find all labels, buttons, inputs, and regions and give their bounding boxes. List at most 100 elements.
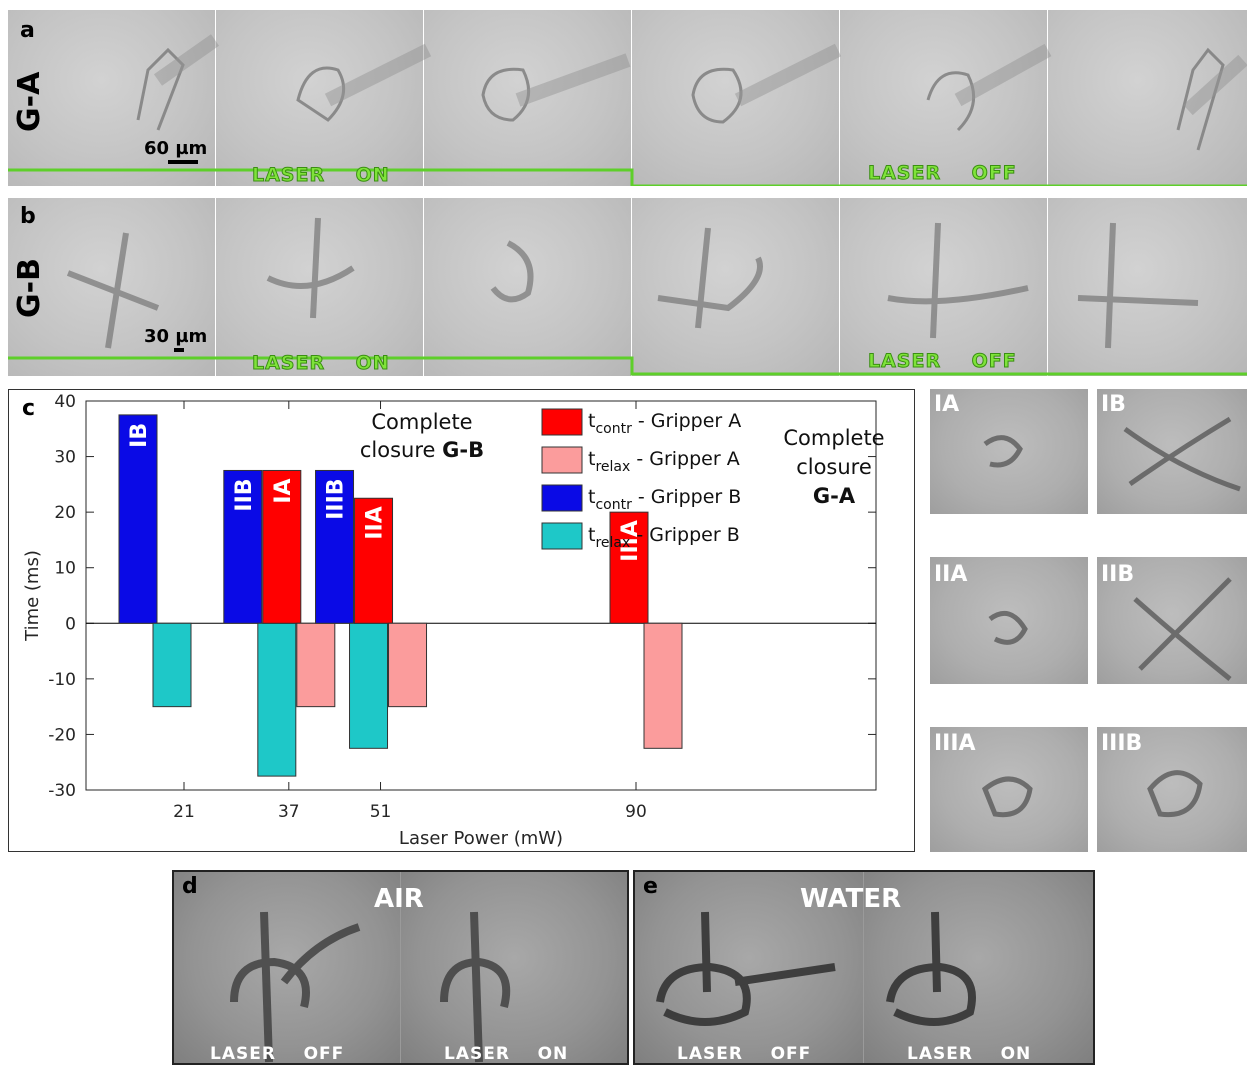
frame-a-1 xyxy=(8,10,215,186)
scale-bar-b xyxy=(174,348,184,352)
bar-contrA-37 xyxy=(262,469,302,624)
scale-bar-a xyxy=(168,160,198,164)
bar-relaxA-51 xyxy=(388,622,428,708)
panel-e-laser-on-label: LASER ON xyxy=(907,1044,1032,1064)
plot-frame xyxy=(85,400,877,791)
thumb-frame-3 xyxy=(930,557,1088,684)
bar-contrB-37 xyxy=(223,469,263,624)
annotation-ga-line3: G-A xyxy=(813,484,856,508)
thumb-label-IB: IB xyxy=(1101,392,1126,417)
bar-label: IIIB xyxy=(324,478,349,519)
annotation-ga-line2: closure xyxy=(796,455,872,479)
panel-d: d AIR LASER OFF LASER ON xyxy=(172,870,629,1065)
legend-sub: relax xyxy=(595,535,630,551)
annotation-gb-bold: G-B xyxy=(442,438,484,462)
laser-signal-line-b xyxy=(8,356,1247,376)
legend-main: t xyxy=(588,410,595,432)
thumb-frame-1 xyxy=(930,389,1088,514)
panel-d-right-frame xyxy=(401,872,627,1063)
bar-label: IIIA xyxy=(618,520,643,562)
laser-on-label-a: LASER ON xyxy=(252,164,390,187)
panel-d-title: AIR xyxy=(374,884,424,914)
bar-contrA-90 xyxy=(609,511,649,624)
gripper-a-drawings xyxy=(136,34,1247,151)
legend-swatch-relaxB xyxy=(541,522,583,550)
panel-e-artwork xyxy=(656,911,976,1026)
panel-d-artwork xyxy=(230,911,511,1063)
x-tick-label: 21 xyxy=(173,802,195,822)
thumb-frame-5 xyxy=(930,727,1088,852)
frame-b-6 xyxy=(1048,198,1247,376)
bar-contrB-21 xyxy=(118,414,158,624)
x-tick-label: 51 xyxy=(370,802,392,822)
y-tick-label: 0 xyxy=(65,614,76,634)
panel-d-laser-off-label: LASER OFF xyxy=(210,1044,345,1064)
x-tick-label: 37 xyxy=(278,802,300,822)
x-axis-label: Laser Power (mW) xyxy=(399,828,563,849)
panel-e-laser-off-label: LASER OFF xyxy=(677,1044,812,1064)
bar-chart: -30 -20 -10 0 10 20 30 40 21 37 51 90 Laser Power (m… xyxy=(22,392,885,849)
bar-relaxB-51 xyxy=(349,622,389,749)
legend-entry-relaxB: trelax - Gripper B xyxy=(588,524,740,551)
panel-b-letter: b xyxy=(20,204,36,229)
laser-signal-line-a xyxy=(8,168,1247,186)
legend-rest: - Gripper B xyxy=(632,486,741,508)
legend-rest: - Gripper A xyxy=(630,448,739,470)
frame-a-2 xyxy=(216,10,423,186)
laser-off-label-b: LASER OFF xyxy=(868,350,1017,373)
y-tick-label: -30 xyxy=(48,781,76,801)
panel-a-side-label: G-A xyxy=(12,71,47,132)
thumb-label-IIA: IIA xyxy=(934,562,968,587)
panel-e-right-frame xyxy=(864,872,1093,1063)
bar-relaxA-37 xyxy=(296,622,336,708)
scale-label-b: 30 µm xyxy=(144,326,208,347)
panel-b-side-label: G-B xyxy=(12,258,47,318)
thumb-label-IIIA: IIIA xyxy=(934,731,976,756)
legend-sub: contr xyxy=(595,497,632,513)
bar-label: IA xyxy=(271,478,296,503)
panel-d-laser-on-label: LASER ON xyxy=(444,1044,569,1064)
legend-rest: - Gripper B xyxy=(630,524,739,546)
legend-entry-contrA: tcontr - Gripper A xyxy=(588,410,741,437)
annotation-ga-line1: Complete xyxy=(783,426,884,450)
thumb-label-IIB: IIB xyxy=(1101,562,1135,587)
panel-b-artwork xyxy=(8,217,1247,376)
x-tick-label: 90 xyxy=(625,802,647,822)
annotation-gb-line1: Complete xyxy=(371,410,472,434)
thumb-frame-2 xyxy=(1097,389,1247,514)
bar-label: IB xyxy=(127,423,152,448)
bar-label: IIA xyxy=(363,506,388,539)
panel-a-letter: a xyxy=(20,18,35,43)
frame-a-5 xyxy=(840,10,1047,186)
thumb-label-IIIB: IIIB xyxy=(1101,731,1143,756)
panel-e-letter: e xyxy=(643,874,658,899)
panel-e-title: WATER xyxy=(800,884,902,914)
legend-sub: relax xyxy=(595,459,630,475)
legend-main: t xyxy=(588,524,595,546)
panel-e: e WATER LASER OFF LASER ON xyxy=(633,870,1095,1065)
legend-main: t xyxy=(588,448,595,470)
y-tick-label: 20 xyxy=(54,503,76,523)
legend-rest: - Gripper A xyxy=(632,410,741,432)
bar-relaxA-90 xyxy=(643,622,683,749)
legend-swatch-contrB xyxy=(541,484,583,512)
thumb-frame-6 xyxy=(1097,727,1247,852)
thumb-frame-4 xyxy=(1097,557,1247,684)
panel-a-artwork xyxy=(8,34,1247,186)
bar-label: IIB xyxy=(232,478,257,511)
laser-on-label-b: LASER ON xyxy=(252,352,390,375)
panel-d-letter: d xyxy=(182,874,198,899)
frame-b-5 xyxy=(840,198,1047,376)
y-tick-label: -20 xyxy=(48,725,76,745)
frame-a-4 xyxy=(632,10,839,186)
y-tick-label: -10 xyxy=(48,670,76,690)
panel-c-box xyxy=(8,389,915,852)
legend-sub: contr xyxy=(595,421,632,437)
frame-b-4 xyxy=(632,198,839,376)
thumbnail-artwork xyxy=(981,416,1241,818)
legend-swatch-contrA xyxy=(541,408,583,436)
panel-c-letter: c xyxy=(22,396,36,421)
legend-entry-contrB: tcontr - Gripper B xyxy=(588,486,741,513)
laser-off-label-a: LASER OFF xyxy=(868,162,1017,185)
y-axis-label: Time (ms) xyxy=(22,550,43,642)
